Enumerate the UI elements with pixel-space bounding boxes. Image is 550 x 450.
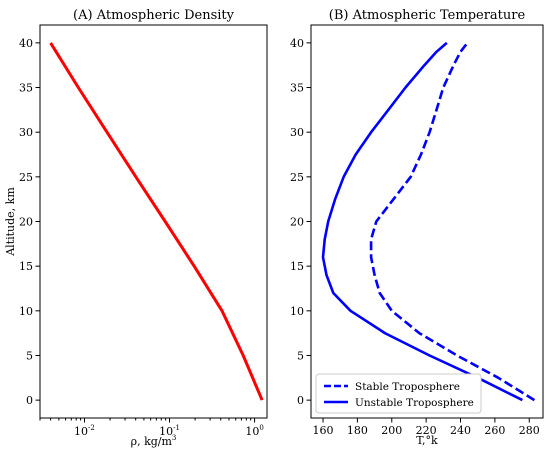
density-y-tick-label: 20 — [19, 216, 33, 229]
temperature-x-axis-label: T,°k — [416, 434, 438, 447]
temperature-y-tick-label: 40 — [290, 37, 304, 50]
density-y-tick-label: 40 — [19, 37, 33, 50]
density-y-axis-label: Altitude, km — [4, 187, 17, 257]
density-x-tick-label: 10-2 — [74, 424, 95, 438]
temperature-x-tick-label: 180 — [347, 424, 368, 437]
temperature-panel-title: (B) Atmospheric Temperature — [329, 8, 526, 23]
temperature-y-tick-label: 30 — [290, 126, 304, 139]
temperature-x-tick-label: 240 — [450, 424, 471, 437]
density-x-tick-label: 10-1 — [159, 424, 180, 438]
density-y-tick-label: 30 — [19, 126, 33, 139]
temperature-y-tick-label: 15 — [290, 260, 304, 273]
temperature-x-tick-label: 280 — [519, 424, 540, 437]
temperature-x-tick-label: 160 — [313, 424, 334, 437]
density-y-tick-label: 5 — [26, 349, 33, 362]
density-line — [49, 42, 264, 401]
legend-label-unstable: Unstable Troposphere — [355, 397, 474, 409]
density-y-tick-label: 25 — [19, 171, 33, 184]
temperature-y-tick-label: 20 — [290, 216, 304, 229]
density-panel: (A) Atmospheric Density Altitude, km ρ, … — [4, 8, 268, 448]
temperature-y-tick-label: 35 — [290, 82, 304, 95]
density-panel-title: (A) Atmospheric Density — [73, 8, 235, 23]
temperature-panel: (B) Atmospheric Temperature T,°k 160 180 2… — [290, 8, 544, 447]
temperature-plot-frame — [310, 24, 544, 419]
density-x-axis-label: ρ, kg/m3 — [131, 434, 177, 448]
temperature-y-tick-label: 25 — [290, 171, 304, 184]
temperature-y-tick-label: 0 — [297, 394, 304, 407]
temperature-y-tick-label: 10 — [290, 305, 304, 318]
temperature-legend: Stable Troposphere Unstable Troposphere — [315, 373, 482, 414]
legend-label-stable: Stable Troposphere — [355, 381, 460, 393]
unstable-troposphere-line — [321, 41, 523, 402]
density-x-tick-label: 100 — [245, 424, 263, 438]
stable-troposphere-line — [369, 42, 536, 402]
density-plot-frame — [39, 24, 268, 419]
temperature-y-tick-label: 5 — [297, 349, 304, 362]
density-y-tick-label: 0 — [26, 394, 33, 407]
legend-frame — [315, 373, 482, 414]
temperature-x-tick-label: 200 — [381, 424, 402, 437]
density-x-axis-label-base: ρ, kg/m — [131, 435, 173, 448]
density-y-tick-label: 10 — [19, 305, 33, 318]
density-y-tick-label: 15 — [19, 260, 33, 273]
density-x-axis-label-exponent: 3 — [172, 434, 176, 442]
temperature-x-tick-label: 260 — [484, 424, 505, 437]
density-y-tick-label: 35 — [19, 82, 33, 95]
temperature-x-tick-label: 220 — [416, 424, 437, 437]
